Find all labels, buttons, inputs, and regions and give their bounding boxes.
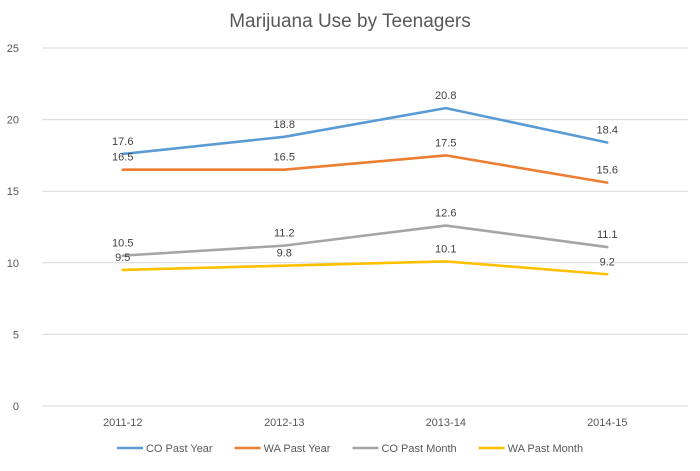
data-label: 18.8 bbox=[274, 119, 295, 131]
series-lines bbox=[121, 106, 609, 276]
data-label: 16.5 bbox=[112, 152, 133, 164]
gridlines bbox=[42, 47, 688, 407]
y-tick-label: 5 bbox=[13, 329, 19, 341]
legend-item: WA Past Year bbox=[234, 443, 331, 455]
x-tick-label: 2012-13 bbox=[264, 417, 304, 429]
data-label: 16.5 bbox=[274, 152, 295, 164]
y-tick-label: 10 bbox=[7, 258, 19, 270]
data-label: 9.5 bbox=[115, 252, 130, 264]
chart-title: Marijuana Use by Teenagers bbox=[229, 11, 471, 32]
data-label: 20.8 bbox=[435, 90, 456, 102]
series-line-wa-past-month bbox=[121, 260, 609, 276]
data-label: 17.6 bbox=[112, 136, 133, 148]
x-tick-label: 2013-14 bbox=[426, 417, 466, 429]
legend-item: CO Past Year bbox=[116, 443, 213, 455]
y-tick-label: 15 bbox=[7, 186, 19, 198]
series-line-wa-past-year bbox=[121, 154, 609, 184]
x-axis: 2011-12 2012-13 2013-14 2014-15 bbox=[103, 417, 627, 429]
x-tick-label: 2014-15 bbox=[587, 417, 627, 429]
series-line-co-past-month bbox=[121, 224, 609, 257]
data-label: 10.5 bbox=[112, 238, 133, 250]
y-tick-label: 20 bbox=[7, 115, 19, 127]
legend-item: CO Past Month bbox=[352, 443, 457, 455]
data-label: 12.6 bbox=[435, 208, 456, 220]
data-label: 17.5 bbox=[435, 137, 456, 149]
legend-label: CO Past Year bbox=[146, 443, 213, 455]
data-label: 18.4 bbox=[597, 125, 618, 137]
data-label: 11.1 bbox=[597, 229, 618, 241]
y-tick-label: 25 bbox=[7, 43, 19, 55]
data-label: 9.2 bbox=[600, 256, 615, 268]
legend-label: CO Past Month bbox=[381, 443, 456, 455]
legend-item: WA Past Month bbox=[478, 443, 583, 455]
series-line-co-past-year bbox=[121, 106, 609, 156]
legend-label: WA Past Year bbox=[264, 443, 331, 455]
y-axis: 0 5 10 15 20 25 bbox=[7, 43, 19, 413]
y-tick-label: 0 bbox=[13, 401, 19, 413]
legend: CO Past Year WA Past Year CO Past Month WA … bbox=[116, 443, 583, 455]
legend-label: WA Past Month bbox=[508, 443, 583, 455]
x-tick-label: 2011-12 bbox=[103, 417, 143, 429]
data-label: 15.6 bbox=[597, 165, 618, 177]
data-label: 9.8 bbox=[277, 248, 292, 260]
data-label: 11.2 bbox=[274, 228, 295, 240]
data-labels: 17.6 18.8 20.8 18.4 16.5 16.5 17.5 15.6 10.5 11.2… bbox=[112, 90, 618, 268]
data-label: 10.1 bbox=[435, 243, 456, 255]
